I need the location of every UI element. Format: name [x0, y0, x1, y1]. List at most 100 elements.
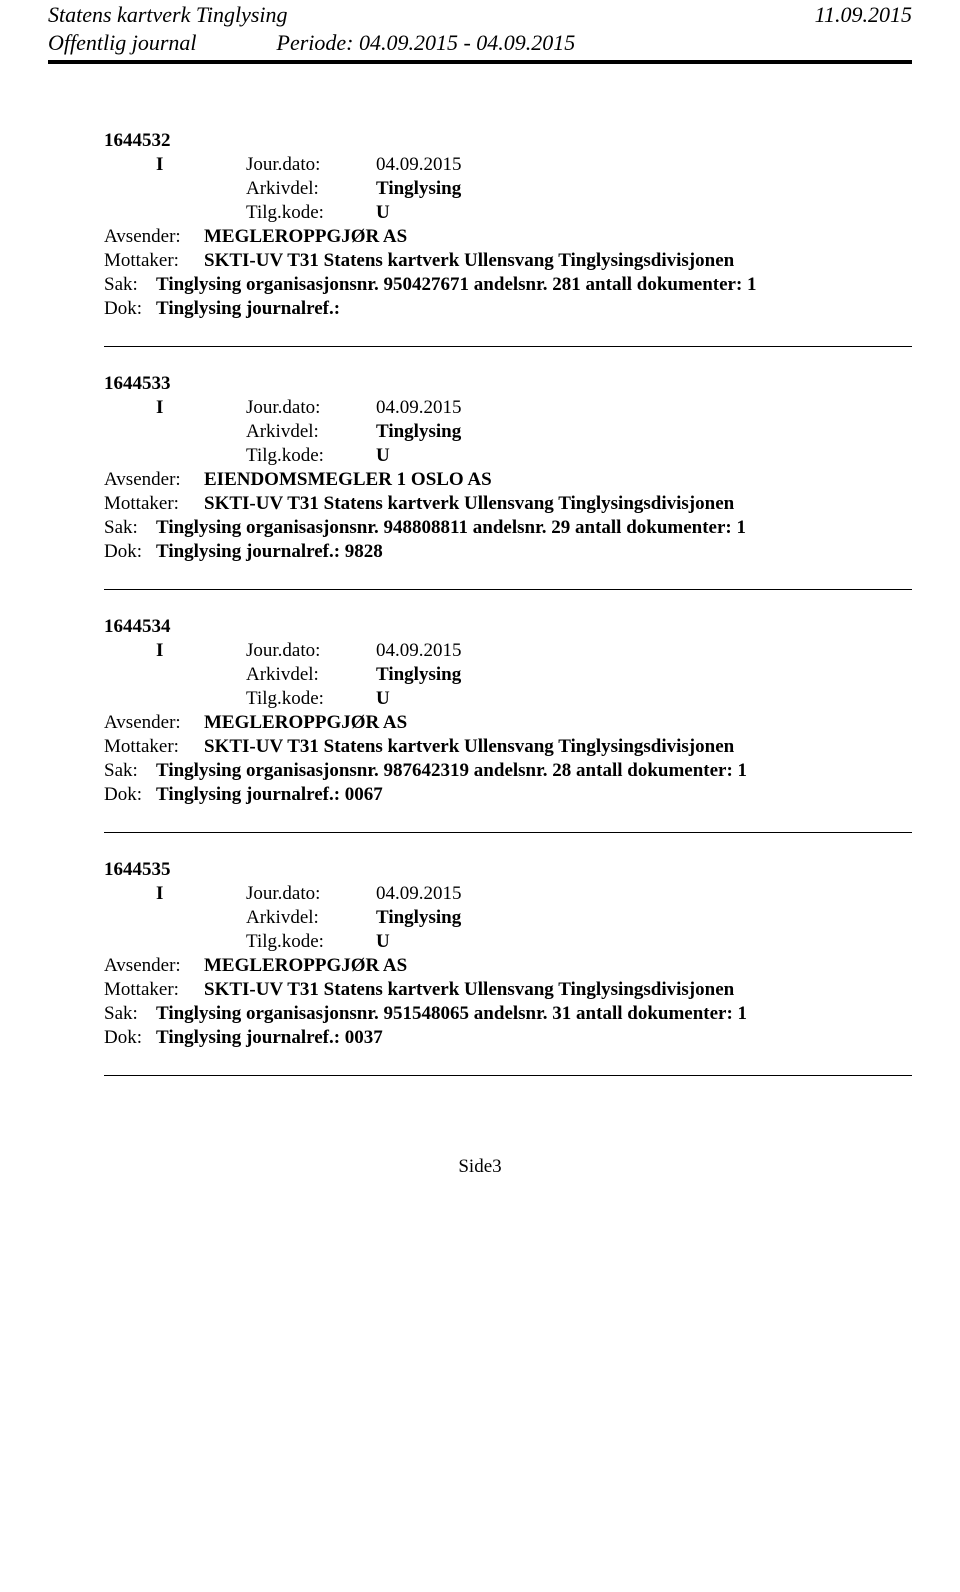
entry-id: 1644535: [48, 859, 912, 881]
entry-tilgkode-row: Tilg.kode: U: [48, 445, 912, 467]
sak-value: Tinglysing organisasjonsnr. 987642319 an…: [156, 760, 912, 782]
arkivdel-value: Tinglysing: [376, 664, 461, 686]
arkivdel-label: Arkivdel:: [246, 907, 376, 929]
avsender-label: Avsender:: [104, 226, 204, 248]
entry-tilgkode-row: Tilg.kode: U: [48, 202, 912, 224]
page-number: Side3: [458, 1156, 501, 1177]
tilgkode-value: U: [376, 445, 390, 467]
entry-id: 1644533: [48, 373, 912, 395]
document-page: Statens kartverk Tinglysing 11.09.2015 O…: [0, 0, 960, 1218]
dok-value: Tinglysing journalref.: 0037: [156, 1027, 912, 1049]
entry-arkivdel-row: Arkivdel: Tinglysing: [48, 907, 912, 929]
entry-sak-row: Sak: Tinglysing organisasjonsnr. 9504276…: [48, 274, 912, 296]
entry-id: 1644534: [48, 616, 912, 638]
sak-label: Sak:: [104, 1003, 156, 1025]
dok-label: Dok:: [104, 541, 156, 563]
entry-doctype: I: [156, 883, 246, 905]
entry-arkivdel-row: Arkivdel: Tinglysing: [48, 178, 912, 200]
entry-mottaker-row: Mottaker: SKTI-UV T31 Statens kartverk U…: [48, 979, 912, 1001]
mottaker-value: SKTI-UV T31 Statens kartverk Ullensvang …: [204, 979, 912, 1001]
sak-value: Tinglysing organisasjonsnr. 951548065 an…: [156, 1003, 912, 1025]
jourdato-value: 04.09.2015: [376, 154, 462, 176]
entry-separator: [104, 346, 912, 347]
dok-value: Tinglysing journalref.: 9828: [156, 541, 912, 563]
mottaker-label: Mottaker:: [104, 493, 204, 515]
entry-sak-row: Sak: Tinglysing organisasjonsnr. 9515480…: [48, 1003, 912, 1025]
page-header: Statens kartverk Tinglysing 11.09.2015 O…: [48, 0, 912, 70]
arkivdel-label: Arkivdel:: [246, 178, 376, 200]
sak-label: Sak:: [104, 517, 156, 539]
entry-doctype: I: [156, 640, 246, 662]
dok-label: Dok:: [104, 298, 156, 320]
dok-label: Dok:: [104, 784, 156, 806]
entry-dok-row: Dok: Tinglysing journalref.:: [48, 298, 912, 320]
avsender-value: EIENDOMSMEGLER 1 OSLO AS: [204, 469, 912, 491]
entry-dok-row: Dok: Tinglysing journalref.: 9828: [48, 541, 912, 563]
entry-arkivdel-row: Arkivdel: Tinglysing: [48, 421, 912, 443]
journal-entry: 1644535 I Jour.dato: 04.09.2015 Arkivdel…: [48, 859, 912, 1049]
entry-mottaker-row: Mottaker: SKTI-UV T31 Statens kartverk U…: [48, 493, 912, 515]
spacer: [156, 688, 246, 710]
entry-dok-row: Dok: Tinglysing journalref.: 0037: [48, 1027, 912, 1049]
dok-value: Tinglysing journalref.: 0067: [156, 784, 912, 806]
entry-avsender-row: Avsender: MEGLEROPPGJØR AS: [48, 712, 912, 734]
dok-value: Tinglysing journalref.:: [156, 298, 912, 320]
sak-label: Sak:: [104, 274, 156, 296]
entry-separator: [104, 589, 912, 590]
mottaker-label: Mottaker:: [104, 736, 204, 758]
sak-value: Tinglysing organisasjonsnr. 950427671 an…: [156, 274, 912, 296]
jourdato-label: Jour.dato:: [246, 397, 376, 419]
header-date: 11.09.2015: [815, 2, 912, 28]
arkivdel-label: Arkivdel:: [246, 664, 376, 686]
arkivdel-value: Tinglysing: [376, 178, 461, 200]
avsender-label: Avsender:: [104, 712, 204, 734]
entry-separator: [104, 832, 912, 833]
mottaker-label: Mottaker:: [104, 979, 204, 1001]
entry-mottaker-row: Mottaker: SKTI-UV T31 Statens kartverk U…: [48, 250, 912, 272]
tilgkode-value: U: [376, 202, 390, 224]
header-row-1: Statens kartverk Tinglysing 11.09.2015: [48, 2, 912, 28]
page-footer: Side3: [48, 1156, 912, 1178]
jourdato-label: Jour.dato:: [246, 154, 376, 176]
tilgkode-label: Tilg.kode:: [246, 931, 376, 953]
header-rule: [48, 60, 912, 64]
header-period: Periode: 04.09.2015 - 04.09.2015: [277, 30, 576, 56]
spacer: [156, 907, 246, 929]
tilgkode-value: U: [376, 688, 390, 710]
spacer: [156, 664, 246, 686]
entry-mottaker-row: Mottaker: SKTI-UV T31 Statens kartverk U…: [48, 736, 912, 758]
journal-entry: 1644532 I Jour.dato: 04.09.2015 Arkivdel…: [48, 130, 912, 320]
jourdato-label: Jour.dato:: [246, 883, 376, 905]
spacer: [156, 178, 246, 200]
entry-id: 1644532: [48, 130, 912, 152]
entry-dok-row: Dok: Tinglysing journalref.: 0067: [48, 784, 912, 806]
mottaker-value: SKTI-UV T31 Statens kartverk Ullensvang …: [204, 736, 912, 758]
arkivdel-label: Arkivdel:: [246, 421, 376, 443]
sak-label: Sak:: [104, 760, 156, 782]
spacer: [156, 421, 246, 443]
mottaker-value: SKTI-UV T31 Statens kartverk Ullensvang …: [204, 493, 912, 515]
arkivdel-value: Tinglysing: [376, 421, 461, 443]
sak-value: Tinglysing organisasjonsnr. 948808811 an…: [156, 517, 912, 539]
header-row-2: Offentlig journal Periode: 04.09.2015 - …: [48, 30, 912, 56]
jourdato-value: 04.09.2015: [376, 397, 462, 419]
dok-label: Dok:: [104, 1027, 156, 1049]
entry-avsender-row: Avsender: EIENDOMSMEGLER 1 OSLO AS: [48, 469, 912, 491]
journal-entry: 1644533 I Jour.dato: 04.09.2015 Arkivdel…: [48, 373, 912, 563]
jourdato-label: Jour.dato:: [246, 640, 376, 662]
entry-tilgkode-row: Tilg.kode: U: [48, 931, 912, 953]
avsender-value: MEGLEROPPGJØR AS: [204, 712, 912, 734]
tilgkode-label: Tilg.kode:: [246, 688, 376, 710]
header-org: Statens kartverk Tinglysing: [48, 2, 288, 28]
tilgkode-label: Tilg.kode:: [246, 445, 376, 467]
entry-jourdato-row: I Jour.dato: 04.09.2015: [48, 154, 912, 176]
header-journal: Offentlig journal: [48, 30, 277, 56]
entry-tilgkode-row: Tilg.kode: U: [48, 688, 912, 710]
entry-jourdato-row: I Jour.dato: 04.09.2015: [48, 640, 912, 662]
spacer: [156, 202, 246, 224]
jourdato-value: 04.09.2015: [376, 883, 462, 905]
avsender-value: MEGLEROPPGJØR AS: [204, 226, 912, 248]
entry-separator: [104, 1075, 912, 1076]
entry-doctype: I: [156, 154, 246, 176]
tilgkode-label: Tilg.kode:: [246, 202, 376, 224]
